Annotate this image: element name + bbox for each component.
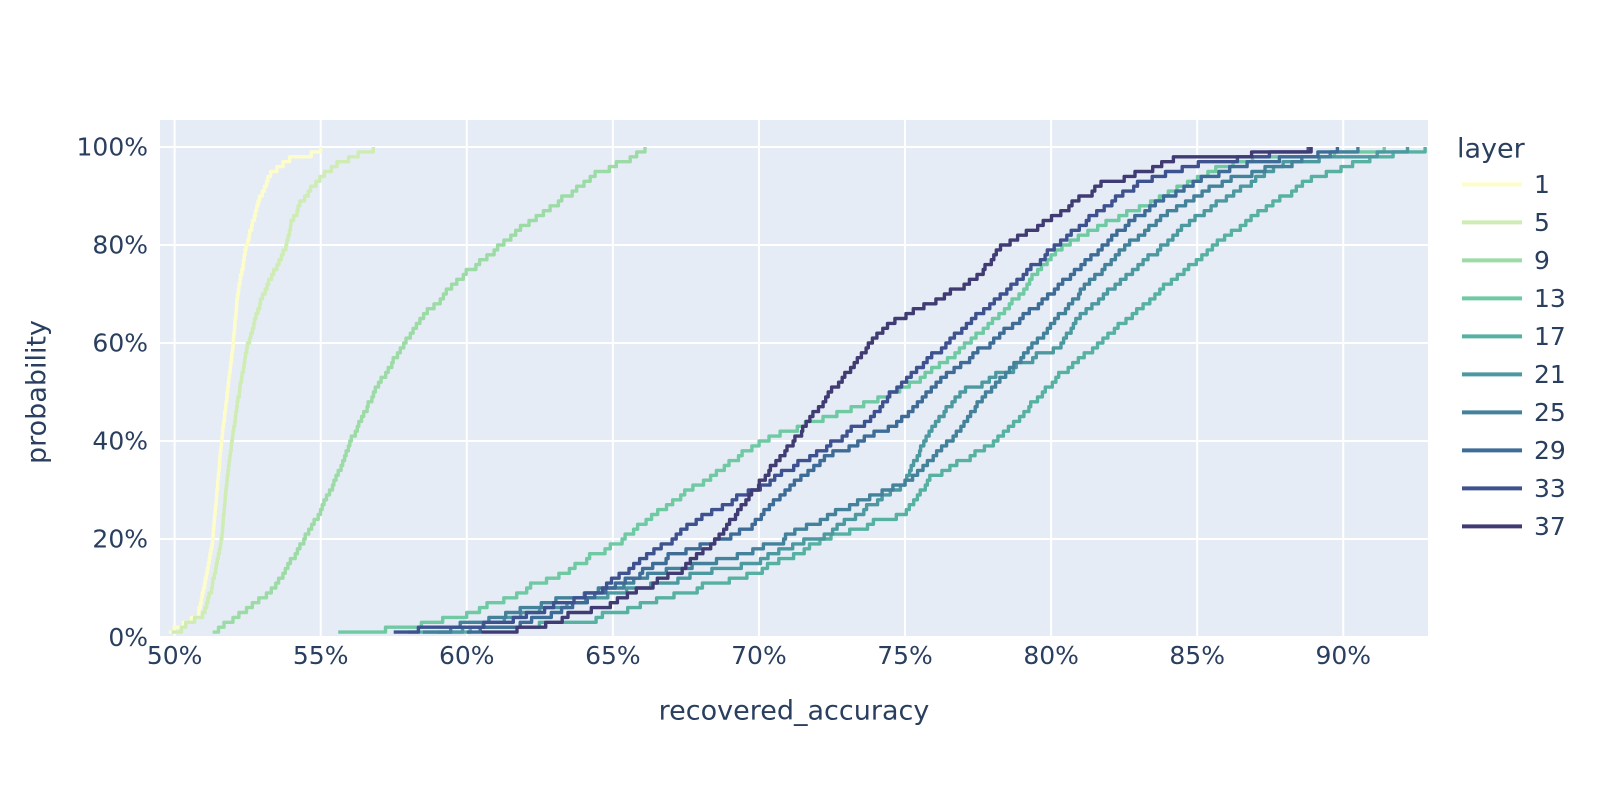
x-tick-label: 80% xyxy=(1023,641,1079,670)
legend-item-label: 21 xyxy=(1534,360,1566,389)
legend-item-layer-17[interactable]: 17 xyxy=(1462,322,1566,351)
x-tick-label: 65% xyxy=(585,641,641,670)
y-tick-label: 20% xyxy=(92,525,148,554)
ecdf-curve-layer-1[interactable] xyxy=(168,147,323,634)
legend-item-layer-5[interactable]: 5 xyxy=(1462,208,1550,237)
ecdf-curve-layer-25[interactable] xyxy=(422,147,1360,634)
ecdf-curve-layer-17[interactable] xyxy=(408,147,1427,634)
legend-item-layer-25[interactable]: 25 xyxy=(1462,398,1566,427)
ecdf-curve-layer-21[interactable] xyxy=(437,147,1410,634)
y-tick-label: 0% xyxy=(108,623,148,652)
legend-item-label: 13 xyxy=(1534,284,1566,313)
legend-item-layer-21[interactable]: 21 xyxy=(1462,360,1566,389)
legend-item-layer-29[interactable]: 29 xyxy=(1462,436,1566,465)
legend-item-label: 33 xyxy=(1534,474,1566,503)
x-tick-label: 55% xyxy=(293,641,349,670)
y-tick-labels: 0% 20% 40% 60% 80% 100% xyxy=(77,133,148,652)
legend-item-layer-37[interactable]: 37 xyxy=(1462,512,1566,541)
legend-item-label: 37 xyxy=(1534,512,1566,541)
x-axis-title: recovered_accuracy xyxy=(659,695,930,726)
legend-item-layer-33[interactable]: 33 xyxy=(1462,474,1566,503)
legend-item-label: 5 xyxy=(1534,208,1550,237)
x-tick-label: 85% xyxy=(1169,641,1225,670)
ecdf-curve-layer-33[interactable] xyxy=(393,147,1310,634)
legend-item-layer-1[interactable]: 1 xyxy=(1462,170,1550,199)
y-tick-label: 100% xyxy=(77,133,148,162)
x-tick-label: 90% xyxy=(1315,641,1371,670)
x-tick-label: 60% xyxy=(439,641,495,670)
legend-item-layer-9[interactable]: 9 xyxy=(1462,246,1550,275)
legend-item-label: 1 xyxy=(1534,170,1550,199)
legend-title: layer xyxy=(1457,133,1526,164)
x-tick-label: 50% xyxy=(147,641,203,670)
ecdf-curve-layer-29[interactable] xyxy=(466,147,1340,634)
legend-item-label: 29 xyxy=(1534,436,1566,465)
legend: 1 5 9 13 17 21 25 29 33 37 xyxy=(1462,170,1566,541)
legend-item-label: 25 xyxy=(1534,398,1566,427)
legend-item-label: 9 xyxy=(1534,246,1550,275)
ecdf-curves xyxy=(168,147,1427,634)
y-tick-label: 60% xyxy=(92,329,148,358)
legend-item-layer-13[interactable]: 13 xyxy=(1462,284,1566,313)
ecdf-curve-layer-5[interactable] xyxy=(171,147,375,634)
x-tick-label: 75% xyxy=(877,641,933,670)
x-tick-label: 70% xyxy=(731,641,787,670)
y-tick-label: 80% xyxy=(92,231,148,260)
y-tick-label: 40% xyxy=(92,427,148,456)
gridlines xyxy=(160,120,1428,638)
y-axis-title: probability xyxy=(21,320,52,464)
x-tick-labels: 50% 55% 60% 65% 70% 75% 80% 85% 90% xyxy=(147,641,1371,670)
ecdf-curve-layer-9[interactable] xyxy=(212,147,647,634)
ecdf-curve-layer-13[interactable] xyxy=(338,147,1386,634)
legend-item-label: 17 xyxy=(1534,322,1566,351)
ecdf-curve-layer-37[interactable] xyxy=(481,147,1313,634)
